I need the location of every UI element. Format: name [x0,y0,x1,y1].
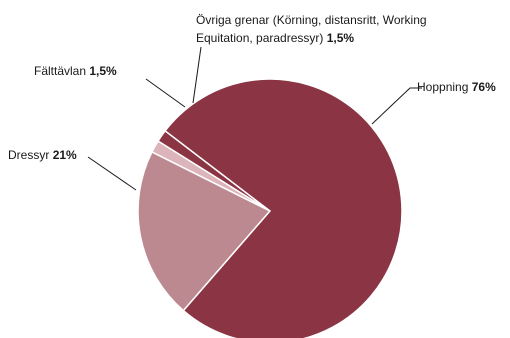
slice-value: 76% [471,80,496,94]
slice-dressyr [137,150,272,312]
slice-name: Fälttävlan [34,64,87,78]
slice-value: 21% [52,148,77,162]
leader-lines [87,46,422,191]
slice-name: Hoppning [417,80,469,94]
slice-name-line2: Equitation, paradressyr) [196,31,324,45]
slice-hoppning [164,78,403,338]
leader-line-ovriga [192,46,202,104]
slice-name-line1: Övriga grenar (Körning, distansritt, Wor… [196,13,427,27]
leader-line-falttavlan [145,78,186,108]
slice-value: 1,5% [89,64,117,78]
slice-value: 1,5% [326,31,355,45]
slice-label-falttavlan: Fälttävlan 1,5% [34,62,117,80]
leader-line-dressyr [87,156,137,191]
slices-group [137,78,403,338]
leader-line-hoppning [371,87,422,125]
slice-name: Dressyr [8,148,50,162]
slice-label-ovriga: Övriga grenar (Körning, distansritt, Wor… [196,11,427,47]
slice-label-hoppning: Hoppning 76% [417,78,496,96]
slice-label-dressyr: Dressyr 21% [8,146,77,164]
